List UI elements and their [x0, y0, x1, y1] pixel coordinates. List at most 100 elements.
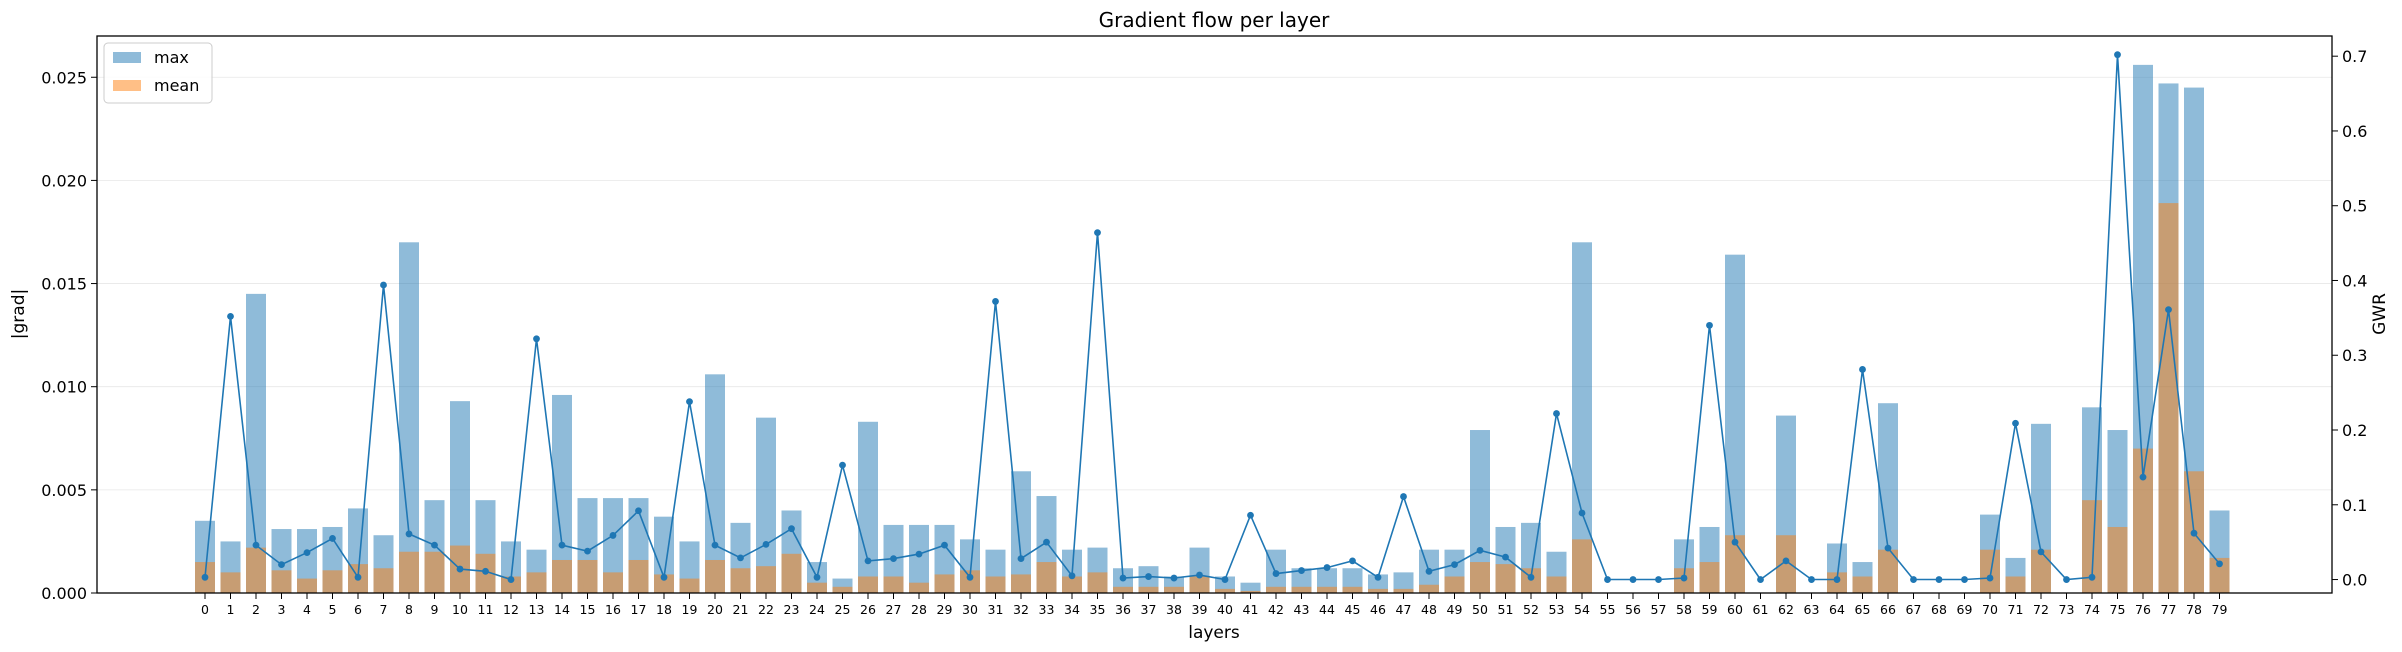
gwr-point [839, 461, 846, 469]
x-tick-label: 45 [1345, 602, 1361, 617]
gwr-point [558, 541, 566, 549]
x-axis-label: layers [1188, 623, 1240, 643]
bar-max [1572, 242, 1592, 593]
gwr-point [609, 532, 617, 539]
x-tick-label: 67 [1906, 602, 1922, 617]
gwr-point [1425, 567, 1433, 575]
bar-mean [2209, 557, 2230, 593]
gwr-point [227, 312, 234, 320]
bar-mean [424, 551, 445, 593]
x-tick-label: 5 [329, 602, 337, 617]
x-tick-label: 74 [2084, 602, 2100, 617]
x-tick-label: 6 [354, 602, 362, 617]
gwr-point [1986, 574, 1994, 582]
x-tick-label: 56 [1625, 602, 1641, 617]
bar-mean [501, 576, 521, 593]
x-tick-label: 30 [962, 602, 978, 617]
y-axis-label: |grad| [9, 289, 29, 339]
x-tick-label: 43 [1294, 602, 1310, 617]
x-tick-label: 59 [1702, 602, 1718, 617]
legend-label-max: max [154, 48, 189, 67]
y2-tick-label: 0.7 [2342, 47, 2367, 66]
x-tick-label: 9 [431, 602, 439, 617]
bar-max [552, 394, 572, 593]
bar-mean [1444, 576, 1465, 593]
bar-mean [220, 572, 241, 593]
gwr-point [1349, 557, 1356, 565]
x-tick-label: 37 [1141, 602, 1157, 617]
bar-mean [297, 578, 317, 593]
gwr-point [380, 281, 387, 289]
gwr-point [737, 554, 744, 562]
bar-mean [1189, 576, 1210, 593]
bar-mean [1266, 586, 1286, 593]
x-tick-label: 46 [1370, 602, 1386, 617]
x-tick-label: 77 [2161, 602, 2177, 617]
x-tick-label: 8 [405, 602, 413, 617]
gwr-point [1527, 573, 1535, 581]
x-tick-label: 76 [2135, 602, 2151, 617]
bar-mean [246, 547, 266, 593]
plot-frame [96, 35, 2333, 594]
y-tick-label: 0.005 [41, 481, 87, 500]
gwr-point [1170, 574, 1178, 582]
x-tick-label: 4 [303, 602, 311, 617]
x-tick-label: 68 [1931, 602, 1947, 617]
gwr-point [533, 335, 540, 343]
bar-mean [1215, 588, 1235, 593]
x-tick-label: 28 [911, 602, 927, 617]
bar-mean [985, 576, 1006, 593]
gwr-point [1553, 410, 1560, 417]
x-tick-label: 63 [1804, 602, 1820, 617]
bar-mean [705, 559, 725, 593]
gwr-point [1502, 553, 1509, 561]
x-tick-label: 20 [707, 602, 723, 617]
bar-mean [2133, 448, 2153, 593]
bars [195, 64, 2230, 594]
bar-mean [654, 574, 674, 593]
y2-tick-label: 0.3 [2342, 346, 2367, 365]
gwr-point [1374, 573, 1382, 581]
gwr-point [1808, 576, 1815, 583]
gwr-point [1400, 493, 1407, 500]
x-tick-label: 64 [1829, 602, 1845, 617]
gwr-polyline [204, 54, 2221, 581]
gwr-point [1298, 567, 1305, 574]
gwr-point [2165, 306, 2172, 314]
gwr-point [1017, 555, 1025, 563]
bar-mean [832, 586, 853, 593]
gwr-point [1043, 538, 1050, 546]
gwr-point [482, 567, 489, 575]
bar-mean [577, 559, 598, 593]
gwr-point [2114, 51, 2121, 59]
y2-tick-label: 0.1 [2342, 496, 2367, 515]
bar-mean [271, 570, 292, 593]
gwr-point [2037, 548, 2045, 556]
bar-mean [934, 574, 955, 593]
x-tick-label: 17 [631, 602, 647, 617]
bar-mean [807, 582, 827, 593]
bar-mean [909, 582, 929, 593]
bar-max [756, 417, 776, 593]
x-tick-label: 10 [452, 602, 468, 617]
legend-label-mean: mean [154, 76, 199, 95]
bar-mean [1368, 588, 1388, 593]
bar-mean [2005, 576, 2026, 593]
bar-mean [1470, 562, 1490, 593]
x-tick-label: 38 [1166, 602, 1182, 617]
bar-max [399, 242, 419, 593]
gwr-point [711, 541, 719, 549]
gwr-point [813, 573, 821, 581]
chart-title: Gradient flow per layer [1099, 8, 1330, 32]
bar-max [2184, 87, 2204, 594]
gwr-point [2216, 560, 2223, 568]
x-tick-label: 36 [1115, 602, 1131, 617]
gwr-point [1578, 509, 1586, 517]
x-tick-label: 1 [227, 602, 235, 617]
x-tick-label: 22 [758, 602, 774, 617]
gwr-point [788, 525, 795, 533]
bar-mean [603, 572, 623, 593]
x-tick-label: 42 [1268, 602, 1284, 617]
gwr-point [303, 549, 311, 557]
y-tick-label: 0.010 [41, 378, 87, 397]
